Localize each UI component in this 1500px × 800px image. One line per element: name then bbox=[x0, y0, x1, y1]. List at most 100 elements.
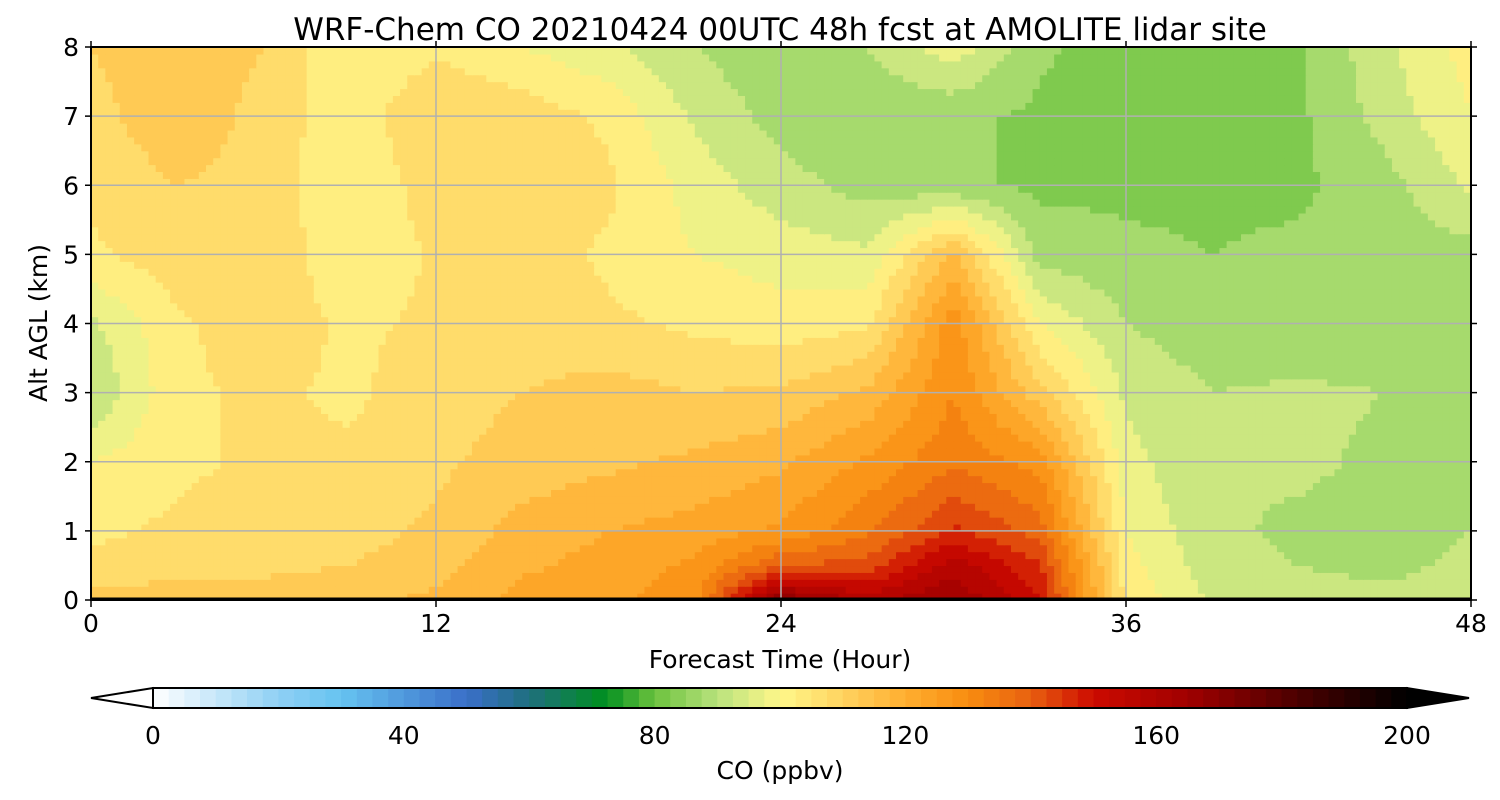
heatmap-cell bbox=[788, 579, 796, 587]
heatmap-cell bbox=[1090, 434, 1098, 442]
heatmap-cell bbox=[1320, 441, 1328, 449]
heatmap-cell bbox=[1363, 530, 1371, 539]
heatmap-cell bbox=[860, 558, 868, 567]
heatmap-cell bbox=[1377, 510, 1386, 518]
heatmap-cell bbox=[860, 544, 868, 553]
heatmap-cell bbox=[781, 496, 789, 504]
heatmap-cell bbox=[407, 572, 416, 580]
heatmap-cell bbox=[622, 434, 631, 442]
heatmap-cell bbox=[680, 579, 689, 587]
heatmap-cell bbox=[773, 579, 782, 587]
heatmap-cell bbox=[400, 447, 408, 456]
heatmap-cell bbox=[493, 434, 502, 442]
heatmap-cell bbox=[328, 551, 336, 560]
heatmap-cell bbox=[364, 503, 372, 511]
heatmap-cell bbox=[809, 565, 818, 573]
heatmap-cell bbox=[471, 572, 480, 580]
heatmap-cell bbox=[666, 572, 674, 580]
heatmap-cell bbox=[1190, 427, 1199, 435]
heatmap-cell bbox=[1305, 468, 1314, 477]
heatmap-cell bbox=[507, 489, 516, 497]
heatmap-cell bbox=[1399, 447, 1407, 456]
heatmap-cell bbox=[1046, 496, 1055, 504]
heatmap-cell bbox=[155, 517, 164, 525]
heatmap-cell bbox=[701, 461, 710, 470]
heatmap-cell bbox=[1169, 523, 1177, 532]
heatmap-cell bbox=[457, 537, 466, 546]
heatmap-cell bbox=[184, 420, 193, 428]
heatmap-cell bbox=[191, 510, 200, 518]
heatmap-cell bbox=[1262, 551, 1271, 560]
heatmap-cell bbox=[1032, 454, 1041, 463]
heatmap-cell bbox=[356, 503, 365, 511]
heatmap-cell bbox=[1025, 517, 1034, 525]
heatmap-cell bbox=[766, 572, 775, 580]
heatmap-cell bbox=[1456, 523, 1465, 532]
heatmap-cell bbox=[162, 489, 171, 497]
heatmap-cell bbox=[658, 420, 667, 428]
heatmap-cell bbox=[759, 482, 768, 490]
heatmap-cell bbox=[1197, 489, 1206, 497]
heatmap-cell bbox=[515, 441, 523, 449]
heatmap-cell bbox=[1370, 482, 1379, 490]
heatmap-cell bbox=[306, 441, 315, 449]
heatmap-cell bbox=[321, 503, 329, 511]
heatmap-cell bbox=[586, 530, 595, 539]
heatmap-cell bbox=[1147, 558, 1156, 567]
heatmap-cell bbox=[227, 420, 236, 428]
heatmap-cell bbox=[795, 586, 804, 594]
heatmap-cell bbox=[1442, 441, 1451, 449]
heatmap-cell bbox=[680, 441, 689, 449]
heatmap-cell bbox=[752, 441, 761, 449]
heatmap-cell bbox=[1255, 586, 1264, 594]
heatmap-cell bbox=[1241, 517, 1249, 525]
heatmap-cell bbox=[551, 544, 559, 553]
heatmap-cell bbox=[910, 454, 919, 463]
heatmap-cell bbox=[335, 517, 344, 525]
heatmap-cell bbox=[500, 441, 509, 449]
heatmap-cell bbox=[1334, 523, 1343, 532]
heatmap-cell bbox=[1126, 482, 1134, 490]
heatmap-cell bbox=[637, 537, 646, 546]
heatmap-cell bbox=[630, 586, 638, 594]
heatmap-cell bbox=[1104, 523, 1113, 532]
heatmap-cell bbox=[1212, 496, 1221, 504]
heatmap-cell bbox=[946, 530, 955, 539]
heatmap-cell bbox=[644, 454, 653, 463]
heatmap-cell bbox=[1463, 441, 1471, 449]
heatmap-cell bbox=[148, 482, 157, 490]
heatmap-cell bbox=[1147, 572, 1156, 580]
heatmap-cell bbox=[1241, 434, 1249, 442]
heatmap-cell bbox=[1176, 427, 1185, 435]
heatmap-cell bbox=[867, 579, 876, 587]
heatmap-cell bbox=[781, 441, 789, 449]
heatmap-cell bbox=[126, 544, 135, 553]
heatmap-cell bbox=[1205, 496, 1213, 504]
heatmap-cell bbox=[745, 510, 753, 518]
heatmap-cell bbox=[723, 537, 732, 546]
heatmap-cell bbox=[1118, 427, 1127, 435]
heatmap-cell bbox=[227, 434, 236, 442]
heatmap-cell bbox=[939, 461, 947, 470]
heatmap-cell bbox=[881, 475, 890, 484]
heatmap-cell bbox=[198, 544, 207, 553]
heatmap-cell bbox=[630, 420, 638, 428]
heatmap-cell bbox=[975, 475, 983, 484]
heatmap-cell bbox=[831, 517, 840, 525]
heatmap-cell bbox=[874, 530, 883, 539]
heatmap-cell bbox=[1463, 523, 1471, 532]
heatmap-cell bbox=[1054, 544, 1062, 553]
heatmap-cell bbox=[989, 447, 998, 456]
heatmap-cell bbox=[1363, 579, 1371, 587]
heatmap-cell bbox=[1456, 565, 1465, 573]
heatmap-cell bbox=[1327, 586, 1336, 594]
heatmap-cell bbox=[155, 523, 164, 532]
heatmap-cell bbox=[407, 503, 416, 511]
heatmap-cell bbox=[831, 482, 840, 490]
heatmap-cell bbox=[931, 565, 940, 573]
heatmap-cell bbox=[1011, 593, 1019, 600]
heatmap-cell bbox=[701, 482, 710, 490]
heatmap-cell bbox=[256, 468, 265, 477]
heatmap-cell bbox=[831, 510, 840, 518]
heatmap-cell bbox=[428, 434, 437, 442]
